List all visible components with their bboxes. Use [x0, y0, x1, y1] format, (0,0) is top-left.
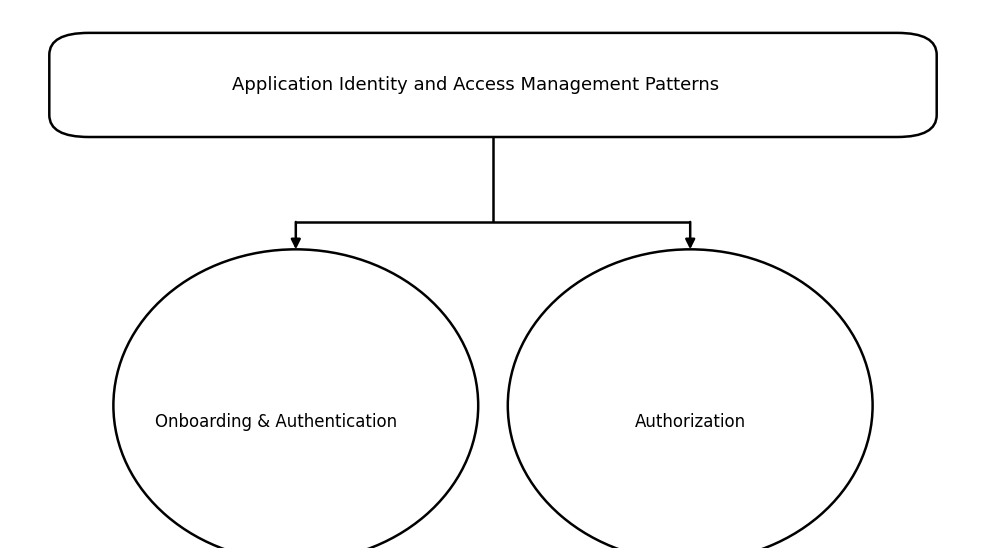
- FancyBboxPatch shape: [49, 33, 937, 137]
- Text: Onboarding & Authentication: Onboarding & Authentication: [155, 413, 397, 431]
- Text: Application Identity and Access Management Patterns: Application Identity and Access Manageme…: [232, 76, 719, 94]
- Ellipse shape: [113, 249, 478, 548]
- Text: Authorization: Authorization: [635, 413, 745, 431]
- Ellipse shape: [508, 249, 873, 548]
